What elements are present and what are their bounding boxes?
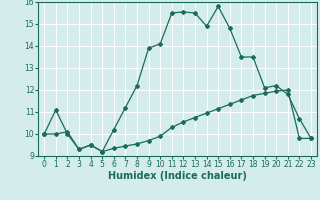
- X-axis label: Humidex (Indice chaleur): Humidex (Indice chaleur): [108, 171, 247, 181]
